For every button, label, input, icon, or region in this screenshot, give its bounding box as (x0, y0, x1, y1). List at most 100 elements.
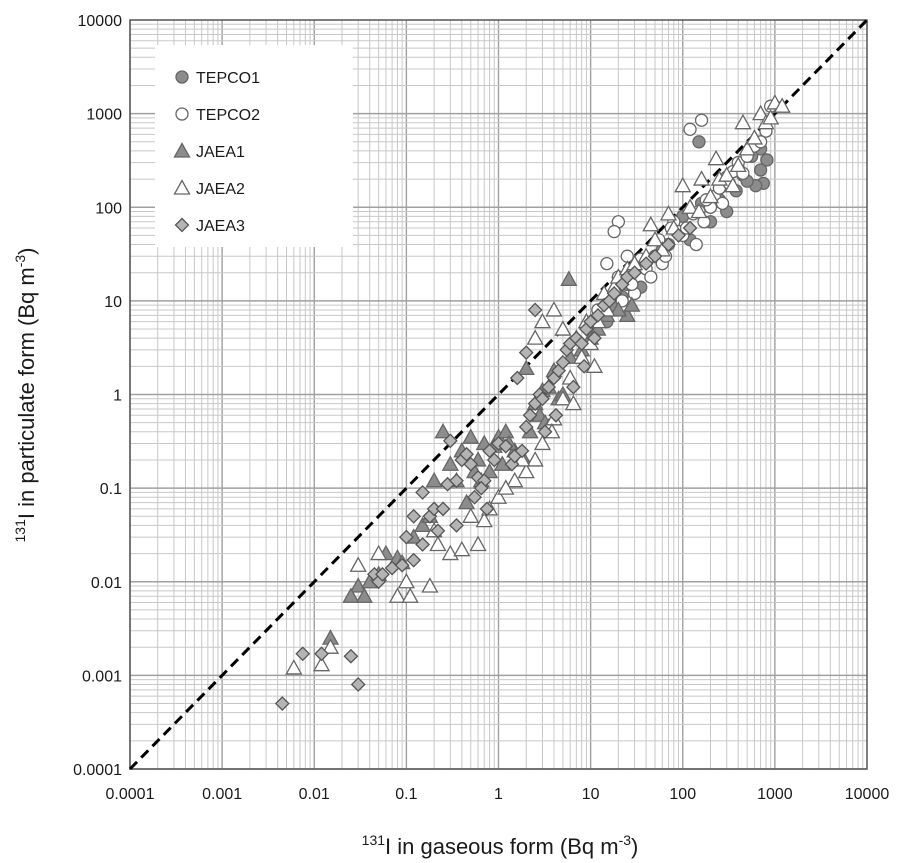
x-tick-label: 100 (669, 786, 696, 803)
x-axis-title-text: I in gaseous form (Bq m (385, 834, 619, 859)
data-point-jaea2 (773, 97, 791, 113)
data-point-jaea2 (533, 312, 552, 329)
data-point-jaea3 (430, 523, 446, 539)
data-point-jaea3 (514, 443, 530, 459)
data-point-jaea3 (274, 696, 290, 711)
data-point-jaea1 (462, 428, 480, 444)
data-point-jaea1 (355, 587, 373, 603)
data-point-jaea2 (421, 577, 439, 593)
data-point-jaea2 (734, 113, 752, 130)
y-tick-label: 1000 (86, 107, 122, 124)
data-point-jaea2 (526, 329, 544, 345)
data-point-jaea2 (321, 638, 340, 654)
data-point-jaea2 (751, 104, 770, 121)
data-point-jaea2 (469, 535, 487, 552)
legend-marker-tepco2 (175, 107, 189, 121)
x-tick-label: 1 (494, 786, 503, 803)
data-point-jaea3 (647, 248, 663, 264)
data-point-jaea3 (527, 302, 543, 318)
data-point-jaea3 (518, 419, 534, 435)
legend-label-jaea2: JAEA2 (196, 181, 245, 198)
data-point-jaea2 (453, 540, 471, 557)
data-point-jaea3 (473, 480, 489, 496)
data-point-jaea2 (285, 659, 303, 675)
legend: TEPCO1 TEPCO2 JAEA1 JAEA2 JAEA3 (155, 45, 353, 247)
data-point-jaea3 (479, 501, 495, 517)
data-point-jaea3 (627, 265, 642, 281)
x-axis-title: 131I in gaseous form (Bq m-3) (362, 832, 639, 859)
data-point-tepco2 (689, 237, 703, 252)
data-point-jaea3 (498, 438, 514, 454)
data-point-jaea2 (462, 507, 480, 523)
data-point-jaea2 (681, 198, 699, 214)
x-tick-label: 10 (582, 786, 600, 803)
data-point-jaea3 (415, 537, 431, 552)
data-point-jaea2 (642, 215, 660, 232)
data-point-jaea2 (554, 389, 572, 406)
data-points (274, 94, 791, 711)
data-point-jaea3 (574, 336, 590, 351)
data-point-tepco2 (600, 256, 614, 271)
data-point-jaea1 (560, 270, 578, 286)
legend-label-jaea1: JAEA1 (196, 144, 245, 161)
x-tick-labels: 0.0001 0.001 0.01 0.1 1 10 100 1000 10000 (106, 786, 890, 803)
data-point-jaea3 (541, 379, 557, 395)
data-point-jaea3 (467, 489, 483, 505)
data-point-jaea2 (497, 479, 515, 495)
legend-item-tepco2: TEPCO2 (175, 107, 260, 124)
x-tick-label: 0.01 (299, 786, 330, 803)
data-point-jaea3 (587, 330, 602, 346)
y-tick-label: 0.001 (82, 668, 122, 685)
data-point-jaea3 (548, 407, 564, 423)
data-point-jaea2 (517, 462, 535, 479)
data-point-jaea2 (526, 451, 544, 467)
data-point-jaea1 (623, 296, 641, 312)
data-point-jaea2 (674, 176, 692, 193)
data-point-tepco2 (644, 270, 658, 284)
x-tick-label: 1000 (757, 786, 793, 803)
data-point-jaea3 (518, 345, 534, 361)
data-point-jaea3 (343, 648, 359, 664)
legend-marker-tepco1 (175, 70, 189, 84)
data-point-jaea1 (342, 587, 360, 603)
data-point-jaea2 (690, 202, 708, 219)
y-tick-labels: 0.0001 0.001 0.01 0.1 1 10 100 1000 10000 (73, 13, 122, 779)
data-point-jaea3 (509, 370, 525, 386)
data-point-jaea2 (762, 109, 780, 125)
data-point-tepco1 (692, 135, 706, 149)
data-point-jaea2 (506, 471, 524, 488)
data-point-jaea3 (565, 379, 581, 395)
plot-frame (129, 19, 868, 770)
data-point-jaea2 (564, 394, 582, 411)
series-jaea3 (274, 220, 698, 711)
data-point-jaea2 (545, 301, 563, 317)
y-axis-title-close: ) (14, 247, 39, 254)
legend-marker-jaea1 (173, 142, 191, 158)
data-point-jaea3 (555, 355, 571, 370)
data-point-jaea3 (449, 517, 464, 533)
data-point-jaea3 (314, 646, 329, 662)
legend-label-tepco1: TEPCO1 (196, 70, 260, 87)
data-point-jaea2 (745, 129, 764, 145)
y-tick-label: 1 (113, 388, 122, 405)
data-point-tepco2 (715, 196, 730, 211)
data-point-jaea3 (537, 424, 553, 440)
x-axis-title-isotope: 131 (362, 832, 386, 848)
data-point-jaea3 (295, 646, 311, 662)
data-point-jaea3 (606, 286, 622, 301)
data-point-jaea2 (312, 655, 331, 672)
data-point-jaea3 (590, 307, 606, 323)
y-tick-label: 100 (95, 200, 122, 217)
data-point-tepco2 (607, 224, 621, 239)
data-point-jaea2 (692, 170, 711, 186)
data-point-jaea3 (442, 433, 458, 449)
data-point-jaea1 (425, 471, 443, 488)
data-point-jaea3 (535, 391, 550, 407)
data-point-tepco1 (753, 163, 768, 177)
data-point-jaea3 (435, 501, 451, 517)
data-point-jaea2 (659, 205, 678, 221)
data-point-jaea1 (480, 462, 499, 479)
legend-item-jaea1: JAEA1 (173, 142, 245, 161)
y-tick-label: 0.0001 (73, 762, 122, 779)
